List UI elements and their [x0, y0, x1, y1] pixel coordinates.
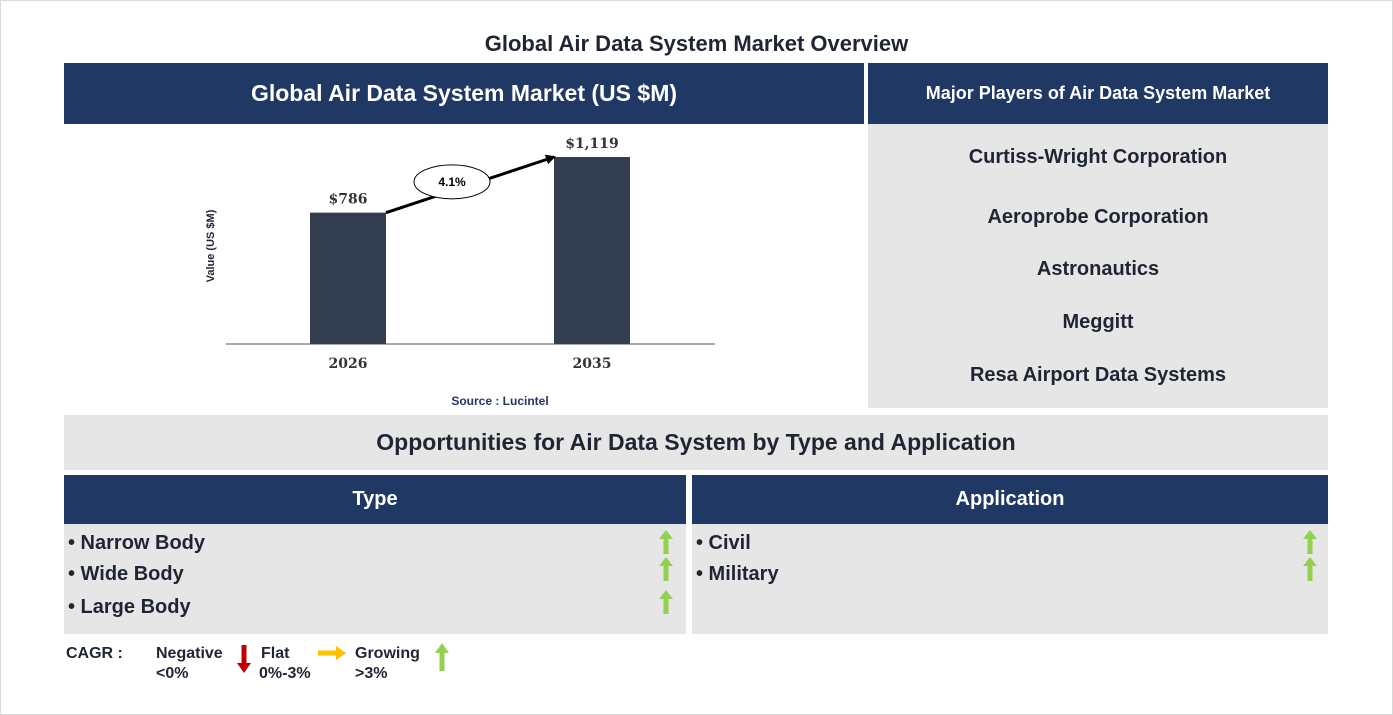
application-panel: • Civil • Military: [692, 524, 1328, 634]
legend-label: CAGR :: [66, 645, 123, 662]
type-item: • Large Body: [68, 596, 191, 618]
player-item: Aeroprobe Corporation: [987, 206, 1209, 228]
legend-flat-name: Flat: [261, 645, 290, 662]
player-item: Meggitt: [1062, 311, 1134, 333]
growing-arrow-icon: [1303, 557, 1317, 581]
type-header: Type: [64, 475, 686, 524]
legend-flat-range: 0%-3%: [259, 665, 311, 682]
legend-growing-name: Growing: [355, 645, 420, 662]
value-label: $1,119: [565, 136, 619, 152]
cagr-bubble: [413, 164, 491, 200]
type-panel: • Narrow Body • Wide Body • Large Body: [64, 524, 686, 634]
players-panel: Curtiss-Wright Corporation Aeroprobe Cor…: [868, 124, 1328, 408]
bars-group: $786 2026 $1,119 2035: [310, 136, 630, 372]
bar-chart: Value (US $M) $786 2026 $1,119 2035 4.1%: [205, 136, 715, 372]
bar-2026: [310, 212, 386, 344]
y-axis-label: Value (US $M): [205, 209, 217, 282]
player-item: Astronautics: [1036, 258, 1160, 280]
opportunities-title: Opportunities for Air Data System by Typ…: [64, 415, 1328, 470]
type-item: • Narrow Body: [68, 532, 206, 554]
cagr-label: 4.1%: [438, 175, 466, 189]
application-item: • Civil: [696, 532, 751, 554]
application-header: Application: [692, 475, 1328, 524]
growing-arrow-icon: [1303, 530, 1317, 554]
player-item: Curtiss-Wright Corporation: [968, 146, 1228, 168]
growing-arrow-icon: [659, 557, 673, 581]
growing-arrow-icon: [659, 530, 673, 554]
page-title: Global Air Data System Market Overview: [484, 31, 909, 56]
negative-arrow-icon: [237, 645, 251, 673]
type-item: • Wide Body: [68, 563, 184, 585]
legend-negative-range: <0%: [156, 665, 189, 682]
category-label: 2026: [329, 356, 368, 372]
category-label: 2035: [573, 356, 612, 372]
player-item: Resa Airport Data Systems: [969, 364, 1227, 386]
chart-source: Source : Lucintel: [451, 394, 549, 408]
growing-arrow-icon: [659, 590, 673, 614]
chart-header: Global Air Data System Market (US $M): [64, 63, 864, 124]
application-item: • Military: [696, 563, 779, 585]
bar-2035: [554, 157, 630, 344]
legend-negative-name: Negative: [156, 645, 223, 662]
growing-arrow-icon: [435, 643, 449, 671]
flat-arrow-icon: [318, 646, 346, 660]
legend-growing-range: >3%: [355, 665, 388, 682]
players-header: Major Players of Air Data System Market: [868, 63, 1328, 124]
value-label: $786: [329, 192, 368, 208]
